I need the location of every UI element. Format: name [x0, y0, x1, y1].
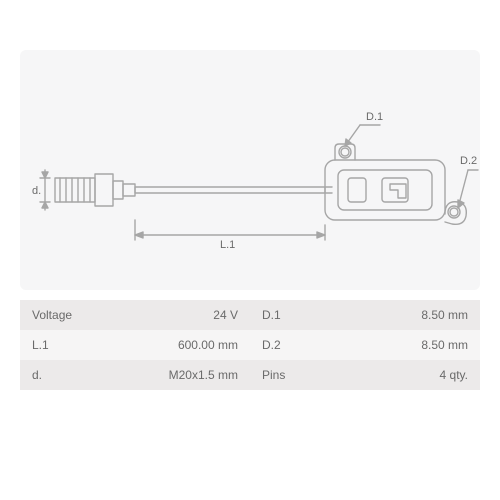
- spec-value: 600.00 mm: [121, 330, 250, 360]
- spec-value: 8.50 mm: [351, 300, 480, 330]
- dimension-label-d1: D.1: [366, 111, 383, 123]
- spec-label: Pins: [250, 360, 351, 390]
- diagram-svg: d. L.1 D.1 D.2: [20, 50, 480, 290]
- spec-value: M20x1.5 mm: [121, 360, 250, 390]
- spec-label: L.1: [20, 330, 121, 360]
- spec-label: d.: [20, 360, 121, 390]
- spec-value: 24 V: [121, 300, 250, 330]
- spec-table: Voltage 24 V D.1 8.50 mm L.1 600.00 mm D…: [20, 300, 480, 390]
- spec-table-container: Voltage 24 V D.1 8.50 mm L.1 600.00 mm D…: [20, 300, 480, 390]
- table-row: d. M20x1.5 mm Pins 4 qty.: [20, 360, 480, 390]
- dimension-label-d: d.: [32, 185, 41, 197]
- spec-label: D.1: [250, 300, 351, 330]
- technical-diagram: d. L.1 D.1 D.2: [20, 50, 480, 290]
- spec-label: Voltage: [20, 300, 121, 330]
- spec-value: 4 qty.: [351, 360, 480, 390]
- spec-value: 8.50 mm: [351, 330, 480, 360]
- table-row: L.1 600.00 mm D.2 8.50 mm: [20, 330, 480, 360]
- dimension-label-d2: D.2: [460, 155, 477, 167]
- spec-label: D.2: [250, 330, 351, 360]
- dimension-label-l1: L.1: [220, 239, 235, 251]
- table-row: Voltage 24 V D.1 8.50 mm: [20, 300, 480, 330]
